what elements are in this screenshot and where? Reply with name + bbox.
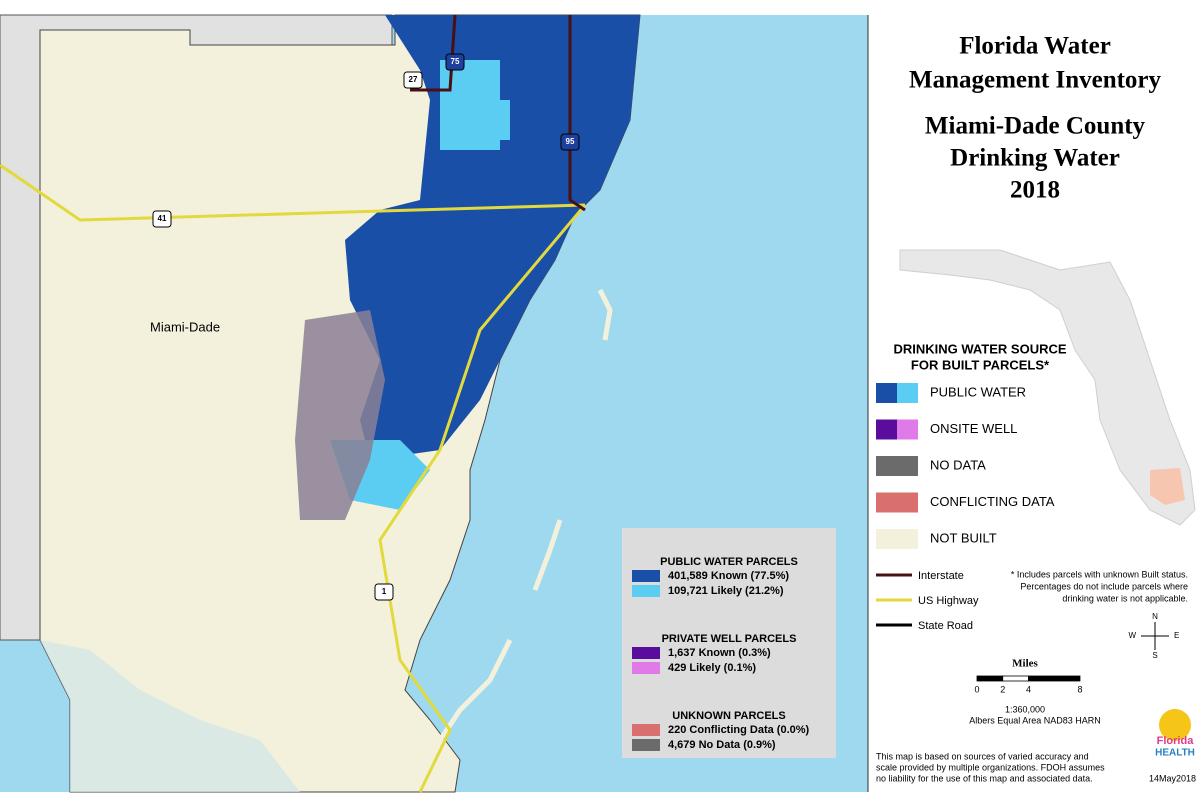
road-label: Interstate (918, 570, 964, 582)
legend-label: PUBLIC WATER (930, 384, 1026, 399)
map-area: Miami-Dade 75 95 27 41 1 PUBLIC WATER PARCEL… (0, 14, 868, 793)
compass-e: E (1174, 631, 1179, 640)
interstate (410, 14, 586, 212)
footnote: * Includes parcels with unknown Built st… (1011, 569, 1188, 579)
legend-swatch (876, 456, 897, 476)
logo: Florida HEALTH (1155, 709, 1195, 759)
compass-s: S (1152, 651, 1157, 660)
projection: Albers Equal Area NAD83 HARN (969, 715, 1101, 725)
disclaimer: no liability for the use of this map and… (876, 773, 1093, 783)
shield (374, 583, 394, 601)
footnote: drinking water is not applicable. (1062, 593, 1188, 603)
stats-heading: PUBLIC WATER PARCELS (660, 556, 798, 568)
stats-heading: UNKNOWN PARCELS (672, 710, 785, 722)
shield (152, 210, 172, 228)
scale-segment (1028, 675, 1081, 682)
stats-swatch (632, 570, 660, 582)
subtitle-line: Miami-Dade County (925, 113, 1146, 140)
wetlands (40, 640, 300, 792)
stats-heading: PRIVATE WELL PARCELS (662, 633, 797, 645)
well-area (295, 310, 385, 520)
legend-label: CONFLICTING DATA (930, 494, 1055, 509)
stats-swatch (632, 739, 660, 751)
scale-tick: 0 (974, 684, 979, 694)
logo-text: Florida (1157, 735, 1195, 747)
stats-swatch (632, 662, 660, 674)
stats-row: 429 Likely (0.1%) (668, 662, 756, 674)
logo-text: HEALTH (1155, 748, 1195, 759)
compass-n: N (1152, 612, 1158, 621)
shield-label: 95 (566, 137, 575, 146)
legend-swatch (897, 419, 918, 440)
stats-row: 4,679 No Data (0.9%) (668, 739, 776, 751)
title-line: Management Inventory (909, 67, 1162, 94)
legend-swatch (876, 419, 897, 440)
scale-segment (976, 675, 1004, 682)
stats-box (622, 528, 836, 758)
footnote: Percentages do not include parcels where (1020, 581, 1188, 591)
county-label: Miami-Dade (150, 319, 220, 334)
stats-swatch (632, 647, 660, 659)
us-highway (0, 163, 587, 793)
title-line: Florida Water (959, 33, 1111, 60)
stats-row: 109,721 Likely (21.2%) (668, 585, 784, 597)
stats-swatch (632, 724, 660, 736)
legend-swatch (897, 529, 918, 549)
stats-row: 220 Conflicting Data (0.0%) (668, 724, 810, 736)
shield-label: 27 (409, 75, 418, 84)
legend-swatch (897, 383, 918, 403)
legend-swatch (897, 456, 918, 476)
legend-label: NOT BUILT (930, 530, 997, 545)
keys (437, 288, 613, 742)
shield-label: 1 (382, 587, 387, 596)
legend-label: ONSITE WELL (930, 421, 1017, 436)
shield-label: 75 (451, 57, 460, 66)
shield-label: 41 (158, 214, 167, 223)
compass-w: W (1128, 631, 1136, 640)
scale-title: Miles (1012, 658, 1038, 670)
disclaimer: This map is based on sources of varied a… (876, 751, 1089, 761)
stats-row: 1,637 Known (0.3%) (668, 647, 771, 659)
scale-tick: 4 (1026, 684, 1031, 694)
subtitle-line: Drinking Water (950, 145, 1120, 172)
public-water-area (345, 15, 640, 460)
subtitle-line: 2018 (1010, 177, 1060, 204)
florida-outline (899, 249, 1196, 526)
road-label: US Highway (918, 595, 979, 607)
shield (560, 133, 580, 151)
county-highlight (1150, 468, 1185, 505)
shield (445, 53, 465, 71)
disclaimer: scale provided by multiple organizations… (876, 762, 1105, 772)
legend-swatch (897, 492, 918, 513)
legend-heading: FOR BUILT PARCELS* (911, 357, 1050, 372)
stats-swatch (632, 585, 660, 597)
road-label: State Road (918, 620, 973, 632)
scale-segment (1002, 675, 1029, 682)
legend-heading: DRINKING WATER SOURCE (893, 341, 1066, 356)
compass: N S E W (1128, 612, 1179, 660)
scale-tick: 2 (1000, 684, 1005, 694)
legend-swatch (876, 383, 897, 403)
public-water-likely (480, 100, 510, 140)
scale-tick: 8 (1077, 684, 1082, 694)
shield (403, 71, 423, 89)
date: 14May2018 (1149, 773, 1196, 783)
stats-row: 401,589 Known (77.5%) (668, 570, 789, 582)
scale-ratio: 1:360,000 (1005, 704, 1045, 714)
legend-swatch (876, 529, 897, 549)
legend-label: NO DATA (930, 457, 986, 472)
legend-swatch (876, 492, 897, 513)
